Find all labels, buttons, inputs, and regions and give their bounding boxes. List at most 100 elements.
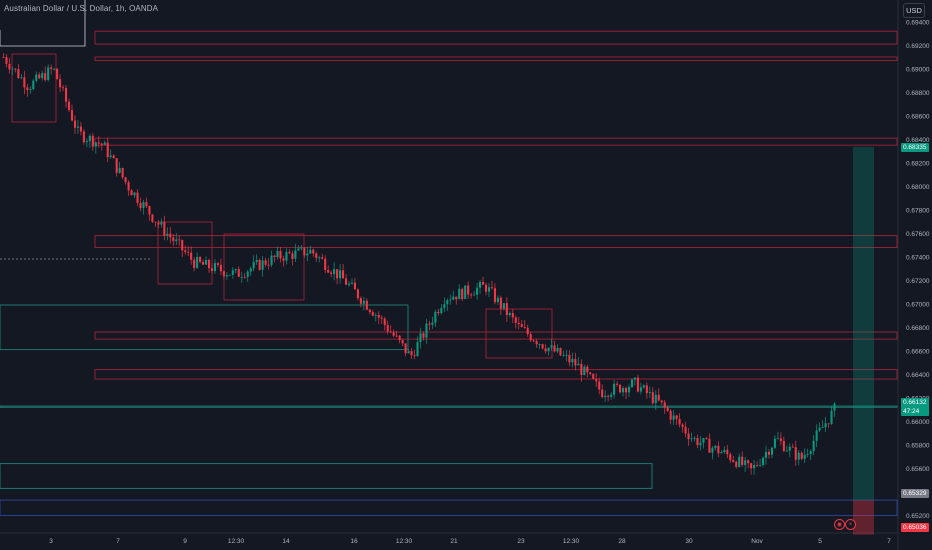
y-tick-label: 0.68400 xyxy=(906,137,930,144)
candle-body xyxy=(723,449,726,453)
candle-body xyxy=(261,260,264,270)
candle-body xyxy=(666,407,669,412)
candle-body xyxy=(276,250,279,258)
candle-body xyxy=(231,270,234,275)
consolidation-box xyxy=(485,308,553,359)
zone-red xyxy=(94,331,898,340)
candle-body xyxy=(112,155,115,159)
candle-body xyxy=(234,269,237,271)
candle-body xyxy=(383,318,386,326)
candle-body xyxy=(404,343,407,354)
x-tick-label: 21 xyxy=(450,538,458,545)
candle-body xyxy=(750,463,753,469)
candle-body xyxy=(246,271,249,277)
candle-body xyxy=(607,395,610,397)
candle-body xyxy=(56,68,59,80)
candle-body xyxy=(663,402,666,408)
candle-body xyxy=(210,268,214,272)
candle-body xyxy=(538,344,541,345)
delete-icon[interactable]: × xyxy=(845,519,856,530)
candle-body xyxy=(53,68,56,70)
candle-body xyxy=(91,135,94,147)
candle-body xyxy=(306,253,309,256)
candle-body xyxy=(654,394,657,404)
candle-body xyxy=(270,255,273,266)
candle-body xyxy=(759,464,762,466)
candle-body xyxy=(744,460,747,465)
candle-body xyxy=(336,269,339,279)
candle-body xyxy=(26,87,29,90)
candle-body xyxy=(544,348,547,352)
candle-body xyxy=(598,381,601,390)
candle-body xyxy=(315,253,318,259)
candle-body xyxy=(452,296,455,300)
candle-body xyxy=(520,324,523,328)
candle-body xyxy=(377,314,380,318)
candle-body xyxy=(100,143,103,145)
candle-body xyxy=(645,385,648,394)
candle-body xyxy=(398,335,401,341)
candle-body xyxy=(541,344,544,349)
candle-body xyxy=(523,327,526,328)
entry-price-tag: 0.65329 xyxy=(901,489,929,498)
candle-body xyxy=(196,257,199,268)
candle-body xyxy=(422,333,425,338)
candle-body xyxy=(157,222,160,225)
candle-body xyxy=(5,57,8,64)
candle-body xyxy=(440,307,443,314)
candle-body xyxy=(252,262,255,269)
alert-icon[interactable]: ◉ xyxy=(834,519,845,530)
candle-body xyxy=(443,304,446,308)
candle-body xyxy=(484,284,488,292)
candle-body xyxy=(690,438,693,440)
candle-body xyxy=(225,275,228,277)
candle-body xyxy=(446,300,449,305)
candle-body xyxy=(344,278,348,285)
zone-red xyxy=(94,56,898,61)
candle-body xyxy=(193,259,196,268)
candle-body xyxy=(330,272,333,275)
drawing-box xyxy=(0,0,86,47)
candle-body xyxy=(115,158,118,173)
candle-body xyxy=(181,240,184,251)
candle-body xyxy=(797,452,800,460)
candle-body xyxy=(2,57,5,58)
candle-body xyxy=(282,258,285,261)
y-tick-label: 0.69400 xyxy=(906,19,930,26)
candle-body xyxy=(714,445,717,449)
candle-body xyxy=(505,303,508,316)
candle-body xyxy=(64,88,68,102)
candle-body xyxy=(621,388,625,393)
current-price-tag: 0.66132 47:24 xyxy=(901,398,929,416)
candle-body xyxy=(467,285,470,295)
bar-countdown: 47:24 xyxy=(903,408,920,415)
consolidation-box xyxy=(223,233,305,301)
currency-button[interactable]: USD xyxy=(903,3,925,18)
candle-body xyxy=(297,248,300,251)
candle-body xyxy=(199,257,202,262)
candle-body xyxy=(556,347,559,352)
candle-body xyxy=(11,68,14,70)
candle-body xyxy=(309,249,312,254)
candle-body xyxy=(532,340,535,342)
candle-body xyxy=(767,451,771,455)
candle-body xyxy=(764,451,768,458)
candle-body xyxy=(657,394,660,401)
current-price-value: 0.66132 xyxy=(903,399,927,406)
candle-body xyxy=(514,317,517,323)
candle-body xyxy=(776,438,779,440)
candle-body xyxy=(213,263,217,272)
candle-body xyxy=(145,202,148,207)
candle-body xyxy=(228,274,231,276)
y-tick-label: 0.68800 xyxy=(906,90,930,97)
candle-body xyxy=(118,168,121,173)
candle-body xyxy=(574,358,577,366)
candle-body xyxy=(219,265,222,272)
candle-body xyxy=(803,454,806,459)
candle-body xyxy=(389,331,392,333)
candle-body xyxy=(425,323,428,338)
candle-body xyxy=(589,372,592,375)
candle-body xyxy=(502,303,505,309)
